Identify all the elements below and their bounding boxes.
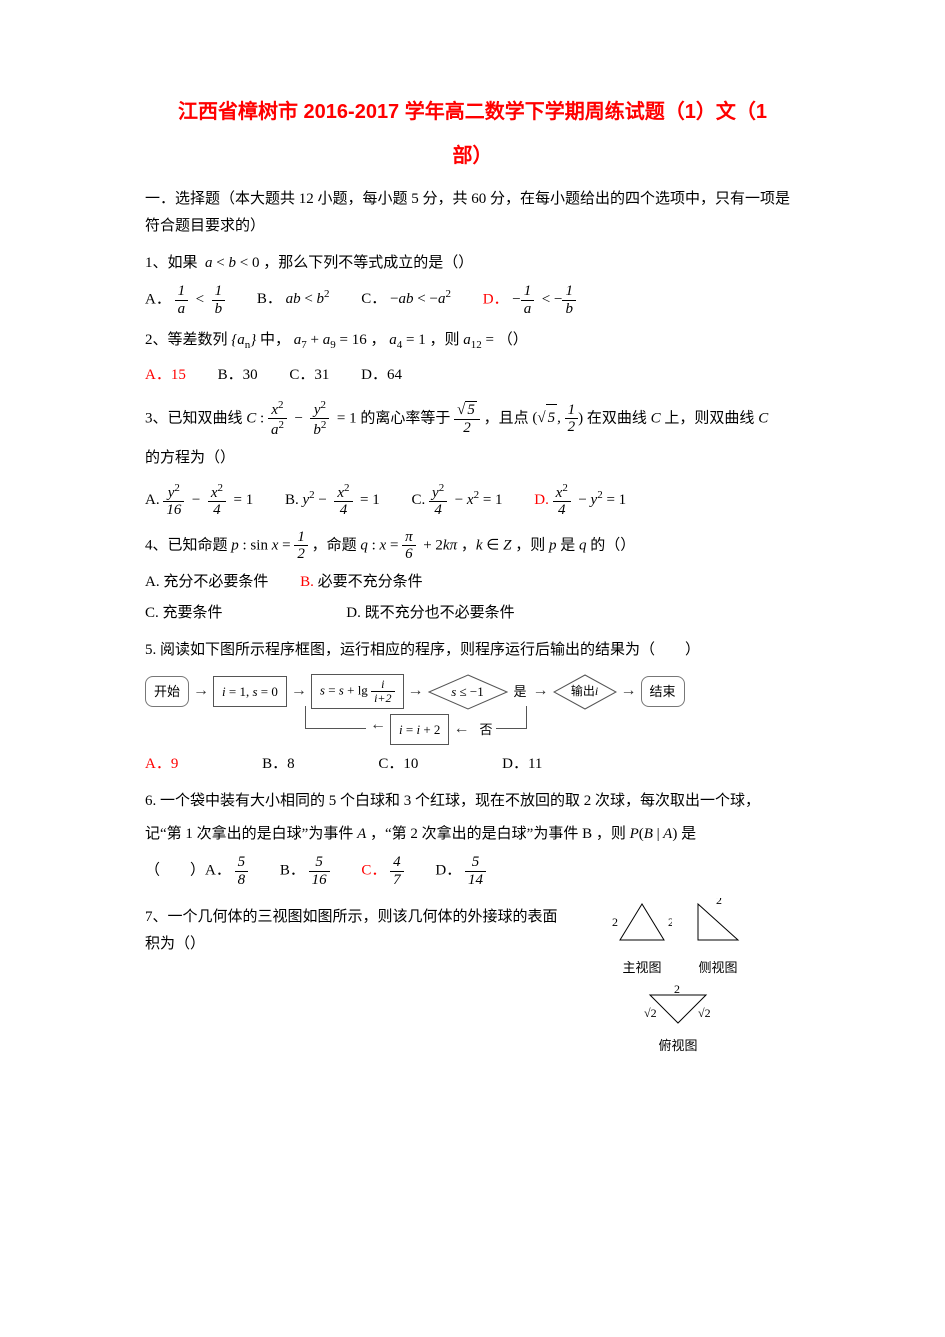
q6-options: （ ）A． 58 B． 516 C． 47 D． 514 — [145, 854, 800, 888]
section-instruction: 一．选择题（本大题共 12 小题，每小题 5 分，共 60 分，在每小题给出的四… — [145, 186, 800, 240]
answer-marker: D． — [483, 291, 509, 307]
q3-curve: C : — [246, 410, 268, 426]
q6-opt-b: B． 516 — [280, 854, 330, 888]
q2-opt-c: C．31 — [289, 362, 329, 389]
q2-eq1: a7 + a9 = 16 — [294, 332, 367, 348]
q6-opt-d: D． 514 — [435, 854, 486, 888]
q4-q: q : x = — [360, 537, 402, 553]
q4-options: A. 充分不必要条件 B. 必要不充分条件 — [145, 569, 800, 596]
q6-prob: P(B | A) — [630, 826, 678, 842]
answer-marker: B. — [300, 574, 314, 590]
question-4: 4、已知命题 p : sin x = 12 ，命题 q : x = π6 + 2… — [145, 529, 800, 627]
side-view: 2 侧视图 — [692, 898, 744, 979]
svg-text:2: 2 — [716, 898, 722, 907]
q3-point: (5, — [532, 410, 564, 426]
arrow-icon: → — [533, 677, 549, 706]
q2-opt-d: D．64 — [361, 362, 402, 389]
q5-opt-a: A．9 — [145, 751, 178, 778]
fc-init: i = 1, s = 0 — [213, 676, 287, 707]
q2-eq2: a4 = 1 — [389, 332, 425, 348]
arrow-icon: → — [621, 677, 637, 706]
flowchart: 开始 → i = 1, s = 0 → s = s + lg ii+2 → s … — [145, 674, 800, 745]
svg-text:√2: √2 — [698, 1006, 711, 1020]
fc-proc: s = s + lg ii+2 — [311, 674, 404, 709]
q6-opt-a: （ ）A． 58 — [145, 854, 248, 888]
fc-cond: s ≤ −1 — [428, 674, 508, 710]
three-views-diagram: 2 2 主视图 2 侧视图 2 — [578, 898, 778, 1058]
arrow-icon: → — [291, 677, 307, 706]
q2-seq: {an} — [231, 332, 256, 348]
fc-out: 输出i — [553, 674, 617, 710]
q3-opt-c: C. y24 − x2 = 1 — [412, 482, 503, 519]
q5-opt-c: C．10 — [378, 751, 418, 778]
q1-opt-a: A． 1a < 1b — [145, 283, 225, 317]
q1-condition: a < b < 0 — [201, 255, 259, 271]
fc-loop: i = i + 2 — [390, 714, 449, 745]
q4-opt-c: C. 充要条件 — [145, 600, 223, 627]
q1-options: A． 1a < 1b B． ab < b2 C． −ab < −a2 D． −1… — [145, 283, 800, 317]
q2-opt-b: B．30 — [218, 362, 258, 389]
q1-opt-c: C． −ab < −a2 — [361, 285, 451, 313]
arrow-icon: → — [193, 677, 209, 706]
question-7: 7、一个几何体的三视图如图所示，则该几何体的外接球的表面积为（） 2 2 主视图… — [145, 904, 800, 958]
svg-text:√2: √2 — [644, 1006, 657, 1020]
title-line-2: 部） — [145, 134, 800, 178]
svg-text:2: 2 — [674, 983, 680, 996]
q4-p: p : sin x = — [231, 537, 294, 553]
q7-stem: 7、一个几何体的三视图如图所示，则该几何体的外接球的表面积为（） — [145, 904, 565, 958]
answer-marker: D. — [534, 492, 549, 508]
q1-stem-suffix: ，那么下列不等式成立的是（） — [263, 255, 473, 271]
q3-opt-b: B. y2 − x24 = 1 — [285, 482, 380, 519]
q3-options: A. y216 − x24 = 1 B. y2 − x24 = 1 C. y24… — [145, 482, 800, 519]
q2-prefix: 2、等差数列 — [145, 332, 228, 348]
question-2: 2、等差数列 {an} 中， a7 + a9 = 16 ， a4 = 1 ，则 … — [145, 327, 800, 389]
question-6: 6. 一个袋中装有大小相同的 5 个白球和 3 个红球，现在不放回的取 2 次球… — [145, 788, 800, 888]
q2-ask: a12 = — [463, 332, 494, 348]
exam-page: 江西省樟树市 2016-2017 学年高二数学下学期周练试题（1）文（1 部） … — [0, 0, 945, 1337]
q6-opt-c: C． 47 — [361, 854, 403, 888]
q6-line2-prefix: 记“第 1 次拿出的是白球”为事件 — [145, 826, 353, 842]
fc-no: 否 — [479, 718, 492, 741]
q1-stem-prefix: 1、如果 — [145, 255, 198, 271]
q3-prefix: 3、已知双曲线 — [145, 410, 243, 426]
q5-opt-b: B．8 — [262, 751, 295, 778]
question-5: 5. 阅读如下图所示程序框图，运行相应的程序，则程序运行后输出的结果为（ ） 开… — [145, 637, 800, 778]
fc-end: 结束 — [641, 676, 685, 707]
q3-ecc: 52 — [454, 401, 480, 436]
fc-yes: 是 — [514, 680, 527, 703]
q1-opt-d: D． −1a < −1b — [483, 283, 576, 317]
q5-opt-d: D．11 — [502, 751, 542, 778]
fc-start: 开始 — [145, 676, 189, 707]
q4-prefix: 4、已知命题 — [145, 537, 228, 553]
q5-options: A．9 B．8 C．10 D．11 — [145, 751, 800, 778]
question-3: 3、已知双曲线 C : x2a2 − y2b2 = 1 的离心率等于 52 ，且… — [145, 399, 800, 519]
q4-opt-d: D. 既不充分也不必要条件 — [346, 600, 514, 627]
q2-options: A．15 B．30 C．31 D．64 — [145, 362, 800, 389]
q3-opt-d: D. x24 − y2 = 1 — [534, 482, 626, 519]
q3-opt-a: A. y216 − x24 = 1 — [145, 482, 253, 519]
svg-text:2: 2 — [668, 915, 672, 929]
q6-line1: 6. 一个袋中装有大小相同的 5 个白球和 3 个红球，现在不放回的取 2 次球… — [145, 788, 800, 815]
q4-suffix: ，则 p 是 q 的（） — [515, 537, 635, 553]
q5-stem: 5. 阅读如下图所示程序框图，运行相应的程序，则程序运行后输出的结果为（ ） — [145, 637, 800, 664]
answer-marker: C． — [361, 863, 386, 879]
arrow-icon: ← — [370, 711, 386, 740]
svg-text:2: 2 — [612, 915, 618, 929]
front-view: 2 2 主视图 — [612, 898, 672, 979]
arrow-icon: ← — [453, 715, 469, 744]
page-title: 江西省樟树市 2016-2017 学年高二数学下学期周练试题（1）文（1 部） — [145, 90, 800, 178]
q4-opt-b: B. 必要不充分条件 — [300, 569, 423, 596]
title-line-1: 江西省樟树市 2016-2017 学年高二数学下学期周练试题（1）文（1 — [145, 90, 800, 134]
arrow-icon: → — [408, 677, 424, 706]
q1-opt-b: B． ab < b2 — [257, 285, 330, 313]
q4-opt-a: A. 充分不必要条件 — [145, 569, 268, 596]
top-view: 2 √2 √2 俯视图 — [638, 983, 718, 1058]
q2-opt-a: A．15 — [145, 362, 186, 389]
q4-options-2: C. 充要条件 D. 既不充分也不必要条件 — [145, 600, 800, 627]
question-1: 1、如果 a < b < 0 ，那么下列不等式成立的是（） A． 1a < 1b… — [145, 250, 800, 317]
q4-kz: ，k ∈ Z — [461, 537, 512, 553]
q3-suffix: 的方程为（） — [145, 445, 800, 472]
